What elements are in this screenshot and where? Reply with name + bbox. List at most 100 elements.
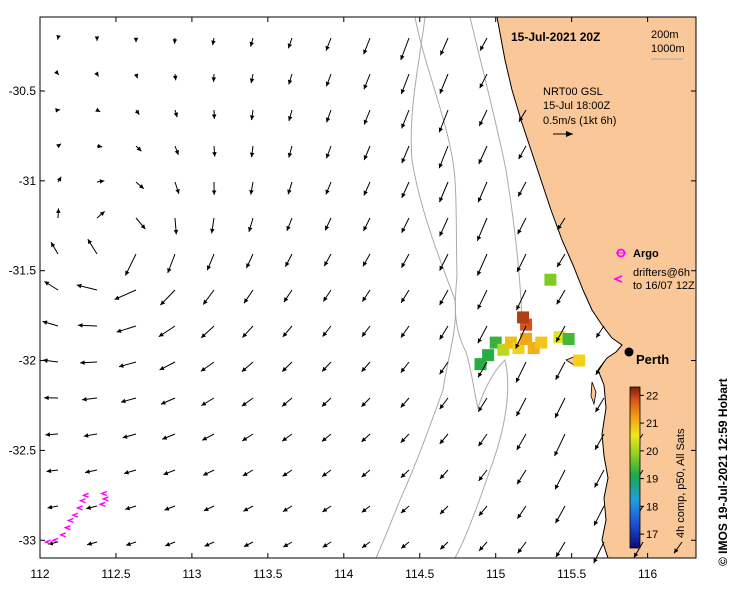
current-vector-head xyxy=(282,436,288,442)
x-tick-label: 116 xyxy=(638,567,657,581)
current-vector-head xyxy=(555,484,560,490)
current-vector-head xyxy=(95,107,101,112)
current-vector-head xyxy=(401,227,406,233)
current-vector-head xyxy=(555,518,560,524)
current-vector-head xyxy=(76,283,82,289)
current-vector-head xyxy=(282,332,288,337)
drifter-symbol xyxy=(612,275,623,283)
current-vector-head xyxy=(322,543,328,548)
current-vector-head xyxy=(173,229,179,235)
current-vector-head xyxy=(133,73,139,79)
current-vector-head xyxy=(438,163,443,169)
current-vector-head xyxy=(174,149,179,155)
current-vector-head xyxy=(518,116,524,122)
current-vector-head xyxy=(439,231,444,237)
colorbar-label: 4h comp, p50, All Sats xyxy=(675,428,687,538)
current-vector-head xyxy=(439,404,445,410)
current-vector-head xyxy=(175,188,180,194)
current-vector-head xyxy=(287,116,293,121)
current-vector-head xyxy=(282,507,288,512)
current-vector-head xyxy=(165,542,171,547)
current-vector-head xyxy=(248,226,253,232)
current-vector-head xyxy=(243,507,249,512)
current-vector-head xyxy=(478,372,483,378)
vector-legend-source: NRT00 GSL xyxy=(543,86,603,98)
current-vector-head xyxy=(56,34,61,40)
x-axis: 112 112.5 113 113.5 114 114.5 115 115.5 116 xyxy=(30,17,657,581)
current-vector-head xyxy=(160,400,166,405)
current-vector-head xyxy=(282,401,287,407)
perth-marker xyxy=(624,347,634,357)
current-vector-head xyxy=(555,412,560,418)
current-vector-head xyxy=(211,114,217,119)
current-vector-head xyxy=(206,265,212,271)
current-vector-head xyxy=(362,261,368,267)
x-tick-label: 112 xyxy=(30,567,49,581)
current-vector-head xyxy=(82,396,87,402)
argo-symbol xyxy=(616,248,626,258)
current-vector-head xyxy=(246,263,251,269)
sst-cell xyxy=(535,336,548,349)
current-vector-head xyxy=(249,152,255,158)
current-vector-head xyxy=(363,155,368,161)
current-vector-head xyxy=(439,439,445,444)
current-vector-head xyxy=(211,190,217,195)
current-vector-head xyxy=(477,197,483,203)
current-vector-head xyxy=(125,270,130,276)
current-vector-head xyxy=(242,471,248,476)
current-vector-head xyxy=(242,332,248,338)
city-label: Perth xyxy=(636,352,669,367)
current-vector-head xyxy=(477,270,482,276)
current-vector-head xyxy=(285,261,290,267)
current-vector-head xyxy=(54,70,59,75)
current-vector-head xyxy=(85,469,90,474)
current-vector-head xyxy=(517,513,522,519)
current-vector-head xyxy=(172,75,178,81)
current-vector-head xyxy=(78,323,83,328)
current-vector-head xyxy=(45,432,51,437)
current-vector-head xyxy=(325,117,331,123)
drifter-position xyxy=(51,537,59,543)
current-vector-head xyxy=(44,281,50,286)
current-vector-head xyxy=(401,192,406,198)
contour-label-1000m: 1000m xyxy=(651,43,685,55)
current-vector-head xyxy=(439,300,444,306)
current-vector-head xyxy=(480,45,485,51)
current-vector-head xyxy=(516,411,521,417)
current-vector-head xyxy=(674,548,679,554)
sst-cell xyxy=(573,354,586,367)
current-vector-head xyxy=(363,190,368,196)
current-vector-head xyxy=(136,146,142,152)
contour-label-200m: 200m xyxy=(651,29,679,41)
current-vector-head xyxy=(479,546,484,551)
current-vector-head xyxy=(46,468,52,474)
current-vector-head xyxy=(477,338,482,344)
drifter-label-line2: to 16/07 12Z xyxy=(633,280,695,292)
current-vector-head xyxy=(363,226,368,232)
current-vector-head xyxy=(400,473,406,478)
vector-legend-scale: 0.5m/s (1kt 6h) xyxy=(543,115,616,127)
current-vector-head xyxy=(596,332,601,338)
current-vector-head xyxy=(478,510,484,516)
current-vector-head xyxy=(283,542,289,548)
current-vector-head xyxy=(138,184,144,189)
current-vector-head xyxy=(83,433,89,438)
current-vector-head xyxy=(325,189,330,195)
current-vector-head xyxy=(203,299,208,305)
garden-island xyxy=(590,381,597,406)
current-vector-head xyxy=(249,189,254,195)
y-tick-label: -30.5 xyxy=(9,84,37,98)
current-vector-head xyxy=(94,36,100,41)
current-vector-head xyxy=(56,176,62,182)
current-vector-head xyxy=(361,472,367,478)
current-vector-head xyxy=(439,197,444,203)
current-vector-head xyxy=(114,295,120,300)
current-vector-head xyxy=(593,558,598,564)
current-vector-head xyxy=(557,224,562,230)
current-vector-head xyxy=(244,298,249,304)
current-vector-head xyxy=(439,334,444,340)
current-vector-head xyxy=(116,328,122,333)
current-vector-head xyxy=(202,436,208,441)
current-vector-head xyxy=(241,367,247,372)
current-vector-head xyxy=(322,331,328,337)
